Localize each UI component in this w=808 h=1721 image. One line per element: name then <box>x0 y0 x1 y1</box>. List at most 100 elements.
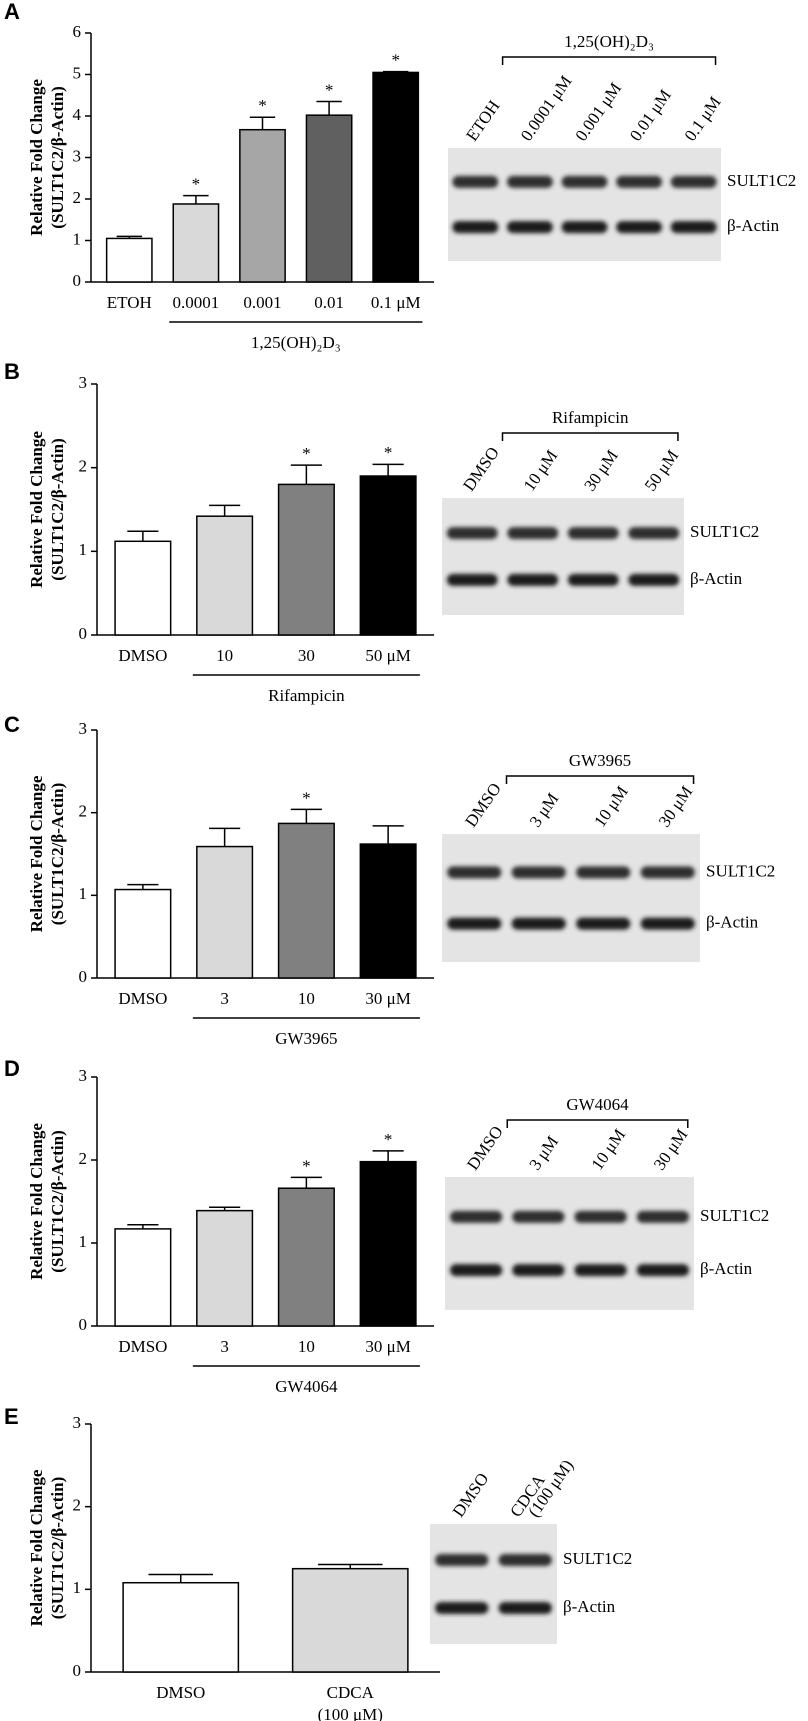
blot-band <box>507 527 559 540</box>
blot-group-bracket <box>501 432 679 441</box>
significance-star: * <box>384 443 393 462</box>
lane-label: 30 μM <box>580 446 622 494</box>
y-tick-label: 2 <box>79 1149 88 1168</box>
x-tick-label: 30 <box>298 646 315 665</box>
blot-band <box>512 1210 565 1223</box>
blot-band <box>435 1602 489 1614</box>
blot-band <box>446 527 498 540</box>
x-tick-label: 3 <box>220 989 229 1008</box>
blot-band <box>616 221 663 234</box>
x-tick-note: (100 μM) <box>318 1705 383 1721</box>
y-tick-label: 1 <box>73 1578 82 1597</box>
bar <box>172 203 220 283</box>
panel-label: C <box>4 712 20 737</box>
lane-label: DMSO <box>463 1122 507 1173</box>
x-tick-label: DMSO <box>118 646 167 665</box>
blot-image <box>445 1177 694 1310</box>
lane-label: 10 μM <box>520 446 562 494</box>
y-tick-label: 0 <box>73 271 82 290</box>
lane-label: DMSO <box>461 779 505 830</box>
band-label: SULT1C2 <box>563 1549 632 1568</box>
band-label: β-Actin <box>700 1259 753 1278</box>
y-axis-label: Relative Fold Change <box>27 775 46 932</box>
bar <box>359 843 417 979</box>
blot-image <box>430 1524 557 1644</box>
bar <box>105 237 153 283</box>
blot-band <box>640 866 695 879</box>
bar <box>122 1581 240 1673</box>
blot-group-label: Rifampicin <box>552 408 629 427</box>
significance-star: * <box>325 80 334 99</box>
y-axis-label: Relative Fold Change <box>27 79 46 236</box>
blot-band <box>636 1264 690 1277</box>
y-tick-label: 0 <box>79 624 88 643</box>
y-tick-label: 2 <box>73 188 82 207</box>
band-label: SULT1C2 <box>727 171 796 190</box>
blot-group-label: GW4064 <box>566 1095 629 1114</box>
blot-band <box>561 221 608 234</box>
blot-band <box>576 866 631 879</box>
x-tick-label: DMSO <box>118 1337 167 1356</box>
lane-label: ETOH <box>462 97 503 145</box>
blot-group-bracket <box>506 1119 689 1128</box>
significance-star: * <box>192 175 201 194</box>
blot-band <box>498 1554 552 1566</box>
blot-band <box>446 573 498 586</box>
y-axis-label: (SULT1C2/β-Actin) <box>48 783 67 925</box>
lane-label: 3 μM <box>526 789 563 830</box>
blot-band <box>576 917 631 930</box>
blot-band <box>452 221 499 234</box>
blot-band <box>512 1264 565 1277</box>
blot-band <box>498 1602 552 1614</box>
x-tick-label: 30 μM <box>365 989 410 1008</box>
blot-band <box>561 175 608 188</box>
y-tick-label: 0 <box>79 1315 88 1334</box>
bar <box>277 1187 335 1327</box>
blot-band <box>452 175 499 188</box>
blot-band <box>574 1264 627 1277</box>
panel-label: B <box>4 359 20 384</box>
y-tick-label: 1 <box>79 884 88 903</box>
y-axis-label: (SULT1C2/β-Actin) <box>48 438 67 580</box>
blot-band <box>507 573 559 586</box>
group-label: GW4064 <box>275 1377 338 1396</box>
significance-star: * <box>302 444 311 463</box>
x-tick-label: 0.1 μM <box>371 293 421 312</box>
blot-band <box>670 221 717 234</box>
y-axis-label: Relative Fold Change <box>27 431 46 588</box>
significance-star: * <box>384 1130 393 1149</box>
y-tick-label: 1 <box>79 540 88 559</box>
group-label: 1,25(OH)₂D₃ <box>251 333 341 352</box>
bar <box>114 1228 172 1327</box>
y-tick-label: 3 <box>73 1413 82 1432</box>
blot-band <box>640 917 695 930</box>
significance-star: * <box>391 51 400 70</box>
x-tick-label: 10 <box>298 1337 315 1356</box>
blot-band <box>506 221 553 234</box>
x-tick-label: 0.001 <box>243 293 281 312</box>
y-tick-label: 0 <box>79 967 88 986</box>
x-tick-label: 0.01 <box>314 293 344 312</box>
bar <box>305 114 353 283</box>
panel-label: E <box>4 1404 19 1429</box>
lane-label: 10 μM <box>590 782 632 830</box>
blot-band <box>447 917 502 930</box>
blot-band <box>616 175 663 188</box>
lane-label: 0.001 μM <box>571 79 625 145</box>
bar <box>114 540 172 636</box>
bar <box>239 128 286 283</box>
blot-band <box>628 573 680 586</box>
y-tick-label: 2 <box>79 802 88 821</box>
x-tick-label: 50 μM <box>365 646 410 665</box>
blot-band <box>449 1210 503 1223</box>
bar <box>196 1209 254 1327</box>
blot-band <box>628 527 680 540</box>
y-axis-label: Relative Fold Change <box>27 1123 46 1280</box>
blot-band <box>435 1554 489 1566</box>
blot-band <box>567 573 619 586</box>
y-tick-label: 1 <box>79 1232 88 1251</box>
band-label: β-Actin <box>563 1597 616 1616</box>
y-tick-label: 3 <box>73 146 82 165</box>
blot-band <box>449 1264 503 1277</box>
